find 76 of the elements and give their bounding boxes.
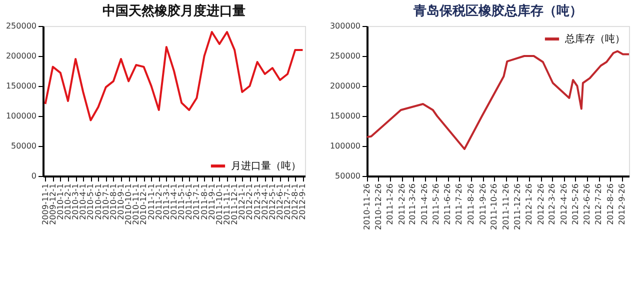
x-tick-label: 2012-7-26	[594, 184, 604, 225]
x-tick-label: 2010-11-1	[132, 184, 141, 225]
x-tick-label: 2011-12-26	[512, 184, 522, 230]
x-tick-label: 2011-9-1	[207, 184, 216, 220]
x-tick-label: 2010-12-26	[374, 184, 383, 230]
x-tick-label: 2011-7-1	[192, 184, 202, 220]
x-tick-label: 2012-9-1	[298, 184, 308, 220]
x-tick-label: 2011-10-26	[490, 184, 499, 230]
x-tick-label: 2011-3-26	[408, 184, 418, 225]
chart-title: 青岛保税区橡胶总库存（吨）	[412, 3, 582, 19]
x-tick-label: 2012-4-1	[260, 184, 270, 220]
y-tick-label: 300000	[330, 22, 360, 30]
x-tick-label: 2010-3-1	[71, 184, 80, 220]
x-tick-label: 2011-5-1	[177, 184, 186, 220]
y-tick-label: 50000	[11, 142, 36, 150]
x-tick-label: 2012-9-26	[618, 184, 627, 225]
x-tick-label: 2011-9-26	[478, 184, 488, 225]
y-tick-label: 0	[31, 172, 36, 180]
x-tick-label: 2012-1-26	[524, 184, 534, 225]
x-tick-label: 2012-2-26	[536, 184, 546, 225]
x-tick-label: 2012-2-1	[245, 184, 254, 220]
x-tick-label: 2011-3-1	[162, 184, 171, 220]
x-tick-label: 2012-6-26	[582, 184, 592, 225]
y-tick-label: 250000	[330, 52, 360, 60]
x-tick-label: 2010-11-26	[362, 184, 372, 230]
x-tick-label: 2011-1-1	[146, 184, 156, 220]
x-tick-label: 2010-8-1	[108, 184, 118, 220]
x-tick-label: 2012-3-26	[548, 184, 557, 225]
y-tick-label: 100000	[6, 112, 36, 120]
y-tick-label: 250000	[6, 22, 36, 30]
x-tick-label: 2011-8-26	[466, 184, 476, 225]
x-tick-label: 2011-10-1	[214, 184, 224, 225]
x-tick-label: 2010-4-1	[78, 184, 88, 220]
x-tick-label: 2009-12-1	[48, 184, 58, 225]
x-tick-label: 2012-3-1	[252, 184, 262, 220]
y-tick-label: 50000	[335, 172, 360, 180]
x-tick-label: 2010-10-1	[124, 184, 134, 225]
x-tick-label: 2011-7-26	[454, 184, 464, 225]
x-tick-label: 2012-5-1	[268, 184, 277, 220]
x-tick-label: 2012-7-1	[283, 184, 292, 220]
y-tick-label: 150000	[6, 82, 36, 90]
x-tick-label: 2010-12-1	[139, 184, 148, 225]
y-tick-label: 200000	[330, 82, 360, 90]
x-tick-label: 2011-6-26	[443, 184, 452, 225]
chart-title: 中国天然橡胶月度进口量	[102, 3, 246, 19]
x-tick-label: 2011-4-1	[170, 184, 178, 220]
y-tick-label: 100000	[330, 142, 360, 150]
x-tick-label: 2011-2-26	[398, 184, 407, 225]
x-tick-label: 2012-1-1	[238, 184, 247, 220]
x-tick-label: 2011-2-1	[154, 184, 164, 220]
x-tick-label: 2011-5-26	[431, 184, 440, 225]
x-tick-label: 2010-5-1	[86, 184, 96, 220]
x-tick-label: 2012-6-1	[276, 184, 285, 220]
x-tick-label: 2010-2-1	[63, 184, 72, 220]
legend-label: 总库存（吨）	[564, 33, 625, 45]
y-tick-label: 150000	[330, 112, 360, 120]
x-tick-label: 2011-12-1	[230, 184, 240, 225]
y-tick-label: 200000	[6, 52, 36, 60]
x-tick-label: 2012-5-26	[570, 184, 580, 225]
x-tick-label: 2011-11-1	[222, 184, 232, 225]
x-tick-label: 2010-1-1	[56, 184, 65, 220]
x-tick-label: 2012-8-26	[606, 184, 615, 225]
x-tick-label: 2010-9-1	[116, 184, 126, 220]
x-tick-label: 2011-4-26	[420, 184, 430, 225]
x-tick-label: 2011-6-1	[184, 184, 194, 220]
x-tick-label: 2012-4-26	[559, 184, 568, 225]
x-tick-label: 2010-7-1	[101, 184, 110, 220]
x-tick-label: 2010-6-1	[94, 184, 103, 220]
line-series	[366, 50, 630, 150]
x-tick-label: 2009-11-1	[40, 184, 50, 225]
line-series	[44, 31, 304, 122]
x-tick-label: 2012-8-1	[290, 184, 300, 220]
x-tick-label: 2011-1-26	[386, 184, 395, 225]
x-tick-label: 2011-11-26	[501, 184, 510, 230]
legend-label: 月进口量（吨）	[231, 160, 301, 172]
x-tick-label: 2011-8-1	[200, 184, 209, 220]
